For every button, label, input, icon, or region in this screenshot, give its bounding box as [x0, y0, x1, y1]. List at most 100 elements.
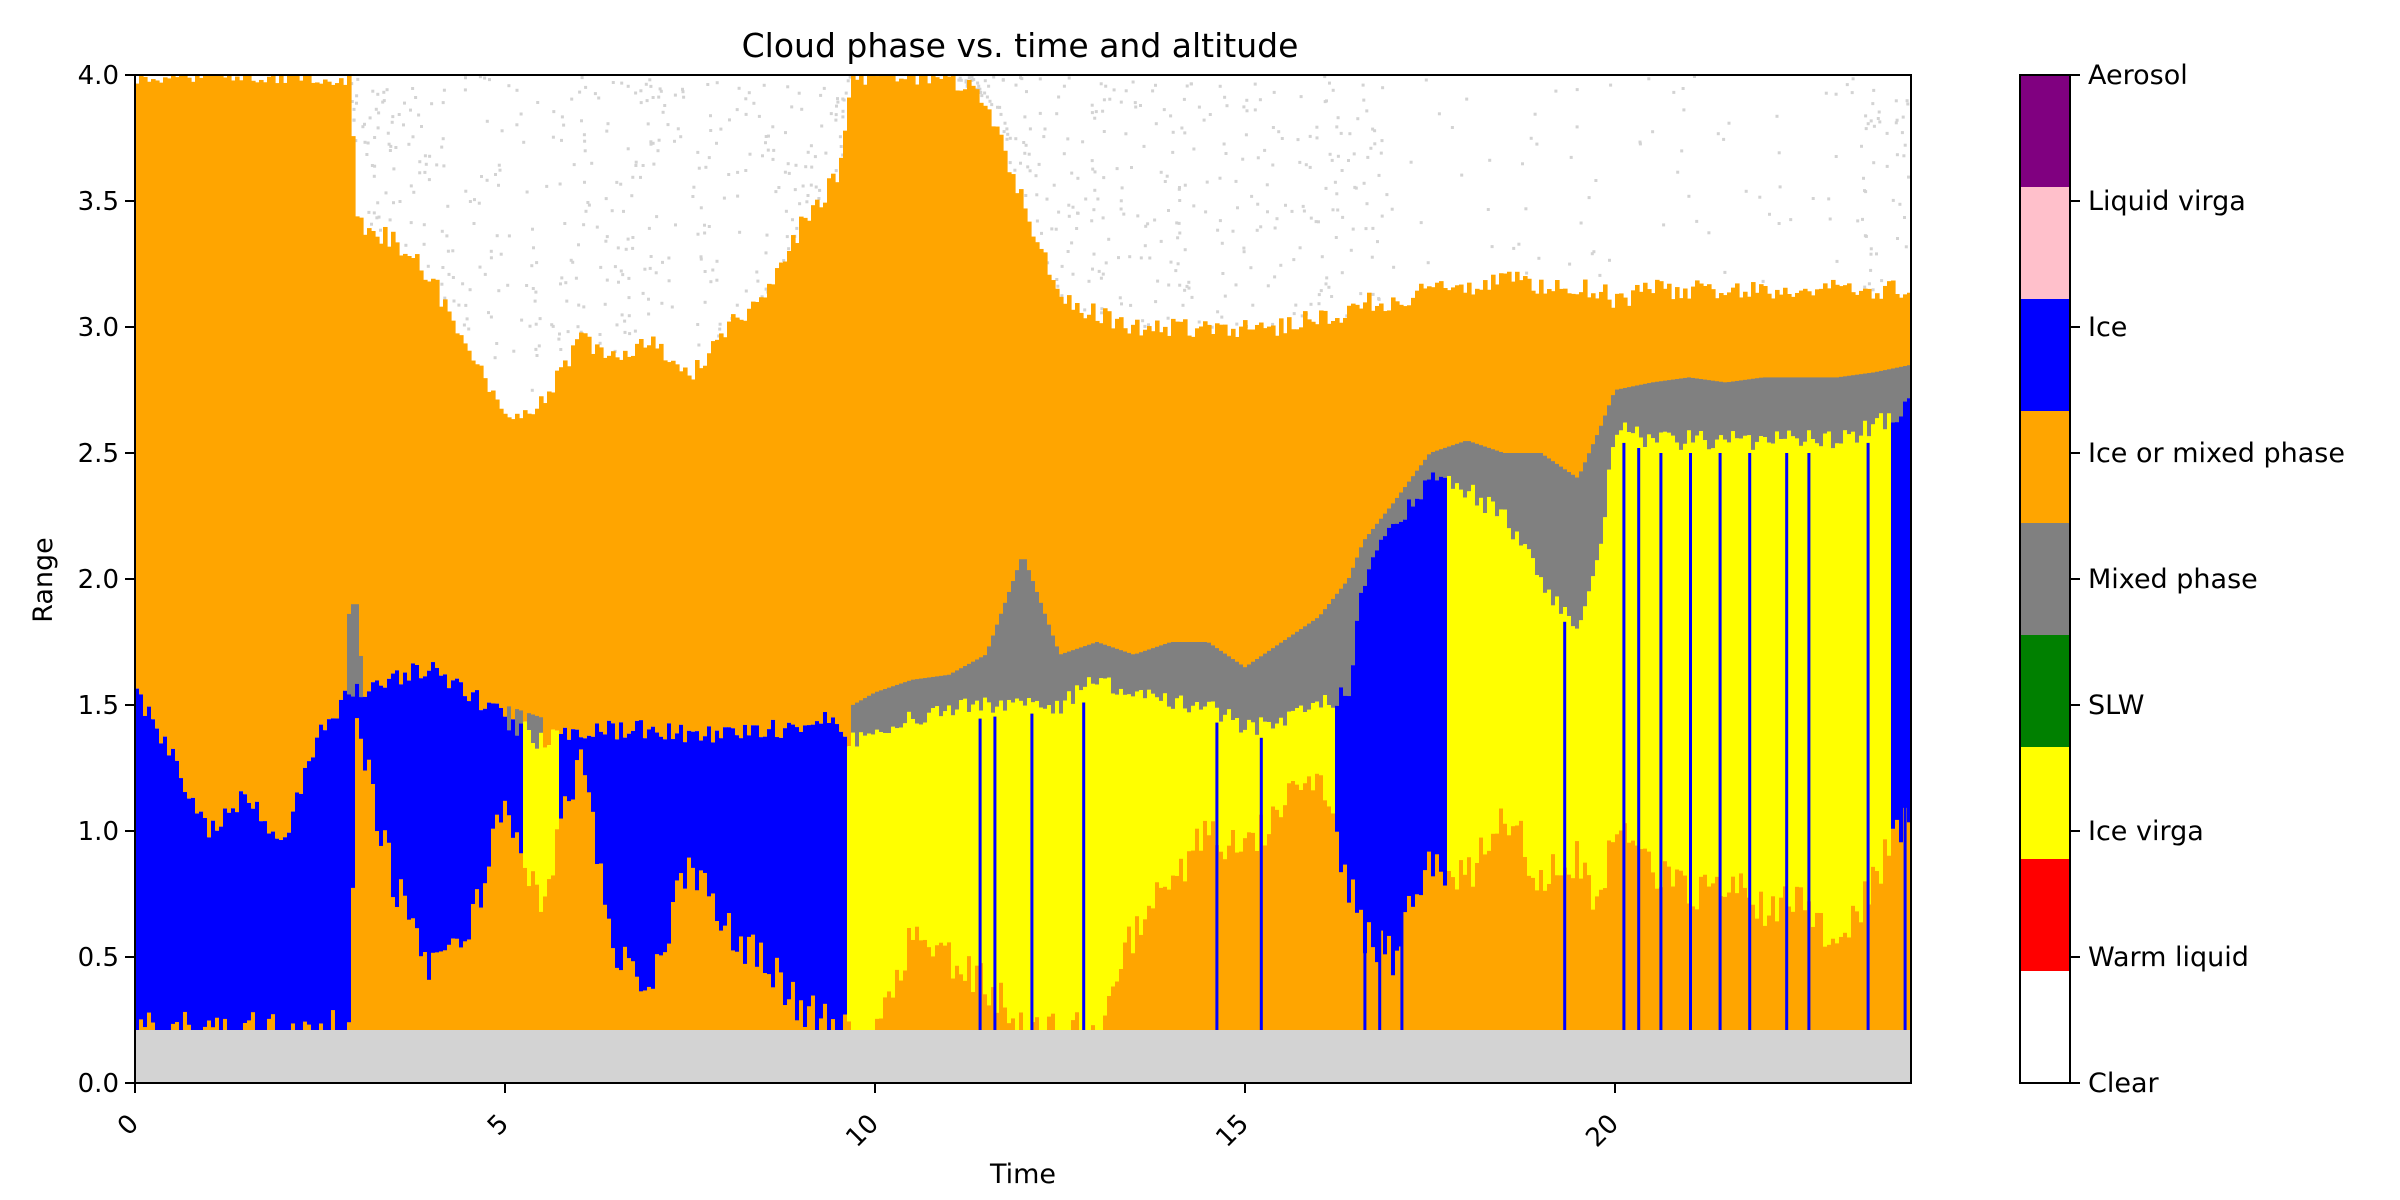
phase-column-segment [1007, 591, 1012, 700]
phase-column-segment [843, 1014, 848, 1031]
phase-column-segment [259, 821, 264, 1031]
noise-speckle [841, 109, 845, 113]
phase-column-segment [1767, 377, 1772, 443]
noise-speckle [1147, 323, 1150, 327]
noise-speckle [1052, 183, 1056, 187]
noise-speckle [657, 95, 661, 99]
phase-column-segment [1835, 284, 1840, 444]
phase-column-segment [1419, 895, 1424, 1031]
phase-column-segment [475, 690, 480, 1031]
phase-column-segment [1539, 577, 1544, 1031]
noise-speckle [628, 332, 632, 336]
phase-column-segment [1423, 459, 1428, 481]
phase-column-segment [1435, 282, 1440, 481]
phase-column-segment [483, 708, 488, 1031]
phase-column-segment [1763, 925, 1768, 1031]
phase-column-segment [1587, 591, 1592, 1031]
noise-speckle [1903, 216, 1906, 219]
noise-speckle [1183, 248, 1187, 252]
noise-speckle [1486, 208, 1490, 211]
phase-column-segment [1159, 887, 1164, 1031]
phase-column-segment [1895, 294, 1900, 423]
phase-column-segment [1855, 911, 1860, 1031]
noise-speckle [1592, 250, 1596, 254]
phase-column-segment [175, 77, 180, 761]
phase-column-segment [1703, 440, 1708, 1031]
phase-column-segment [1671, 435, 1676, 1031]
phase-column-segment [183, 792, 188, 1031]
noise-speckle [1245, 109, 1249, 113]
phase-column-segment [1635, 284, 1640, 427]
phase-column-segment [579, 749, 584, 1031]
phase-column-segment [1003, 1007, 1008, 1031]
phase-column-segment [783, 728, 788, 1031]
phase-column-segment [1755, 441, 1760, 1031]
noise-speckle [1133, 101, 1137, 105]
phase-column-segment [1019, 559, 1024, 701]
phase-column-segment [1823, 433, 1828, 1031]
phase-column-segment [915, 926, 920, 1031]
phase-column-segment [1875, 418, 1880, 1031]
phase-columns [135, 75, 1912, 1031]
phase-column-segment [319, 724, 324, 1031]
phase-column-segment [323, 79, 328, 731]
phase-column-segment [331, 1010, 336, 1031]
phase-column-segment [267, 833, 272, 1031]
phase-column-segment [1467, 857, 1472, 1031]
noise-speckle [1392, 265, 1396, 269]
noise-speckle [703, 270, 707, 273]
phase-column-segment [1411, 297, 1416, 507]
noise-speckle [497, 289, 501, 293]
phase-column-segment [1423, 870, 1428, 1031]
noise-speckle [806, 150, 810, 154]
noise-speckle [738, 230, 742, 234]
phase-column-segment [1151, 693, 1156, 1031]
phase-column-segment [1675, 287, 1680, 443]
phase-column-segment [1631, 433, 1636, 1031]
phase-column-segment [1747, 296, 1752, 436]
noise-speckle [784, 209, 788, 213]
phase-column-segment [891, 726, 896, 1031]
ice-streak [1807, 453, 1811, 1031]
phase-column-segment [1315, 618, 1320, 702]
phase-column-segment [723, 727, 728, 1031]
noise-speckle [1131, 80, 1135, 84]
phase-column-segment [491, 390, 496, 704]
phase-column-segment [1603, 415, 1608, 518]
noise-speckle [1365, 109, 1369, 113]
phase-column-segment [1579, 878, 1584, 1031]
phase-column-segment [1311, 321, 1316, 704]
phase-column-segment [883, 997, 888, 1031]
phase-column-segment [1587, 297, 1592, 592]
phase-column-segment [1003, 150, 1008, 711]
phase-column-segment [439, 306, 444, 676]
noise-speckle [744, 169, 748, 172]
noise-speckle [537, 344, 541, 348]
x-axis: 0 5 10 15 20 [112, 1083, 1625, 1153]
noise-speckle [1335, 125, 1339, 129]
phase-column-segment [787, 999, 792, 1031]
phase-column-segment [935, 676, 940, 707]
phase-column-segment [1439, 449, 1444, 477]
noise-speckle [559, 282, 562, 286]
phase-column-segment [1679, 449, 1684, 1031]
noise-speckle [1265, 183, 1269, 187]
noise-speckle [648, 78, 652, 82]
phase-column-segment [967, 711, 972, 1031]
noise-speckle [382, 99, 386, 103]
y-tick-label: 2.5 [78, 439, 119, 469]
phase-column-segment [1695, 435, 1700, 1031]
phase-column-segment [307, 1024, 312, 1031]
noise-speckle [1242, 250, 1246, 254]
phase-column-segment [1899, 297, 1904, 417]
phase-column-segment [363, 234, 368, 697]
noise-speckle [1609, 83, 1613, 87]
phase-column-segment [867, 695, 872, 734]
phase-column-segment [943, 945, 948, 1031]
phase-column-segment [1059, 296, 1064, 714]
colorbar-label: Ice virga [2088, 816, 2204, 847]
phase-column-segment [1019, 189, 1024, 701]
noise-speckle [787, 247, 791, 251]
phase-column-segment [1383, 536, 1388, 1031]
phase-column-segment [919, 678, 924, 725]
